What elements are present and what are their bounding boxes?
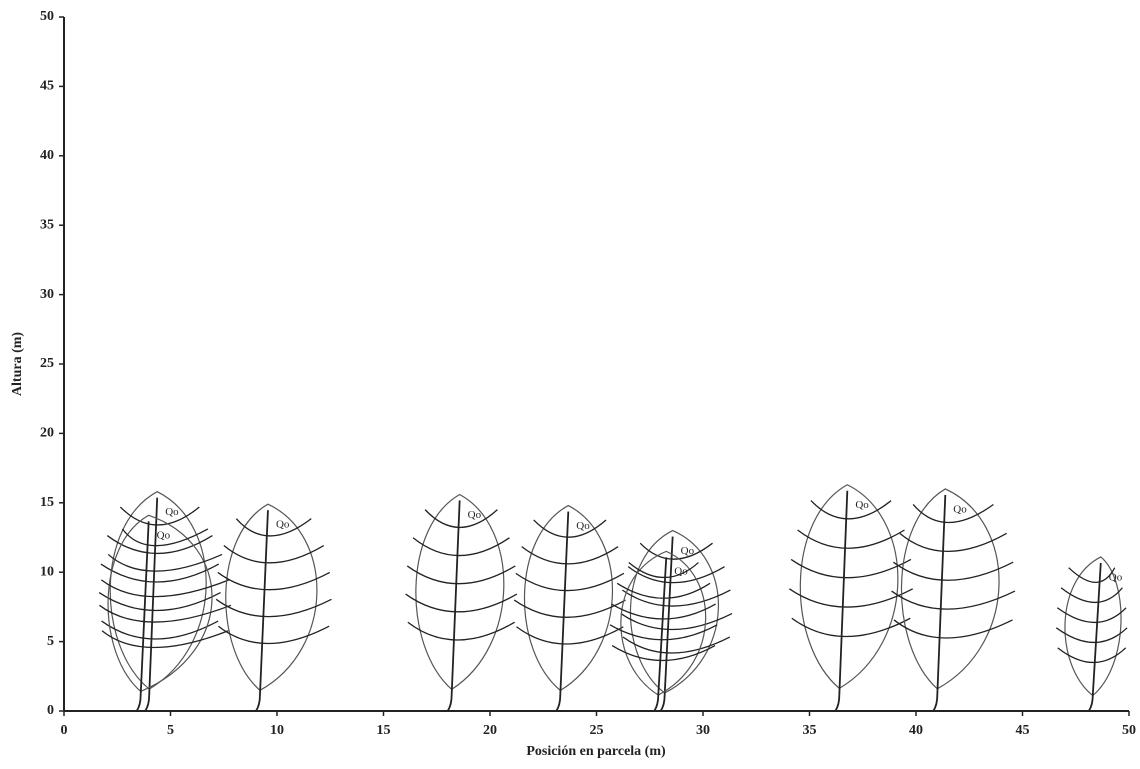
y-tick-label: 30 xyxy=(40,287,54,302)
branch xyxy=(425,510,497,528)
tree-trunk xyxy=(556,512,568,711)
y-tick-label: 15 xyxy=(40,495,54,510)
y-tick-label: 0 xyxy=(47,703,54,718)
tree-crown xyxy=(800,485,898,689)
branch xyxy=(792,618,910,636)
branch xyxy=(1056,628,1127,643)
branch xyxy=(610,625,717,640)
tree-trunk xyxy=(448,500,460,711)
tree-label: Qo xyxy=(276,519,290,531)
x-tick-label: 25 xyxy=(590,723,604,738)
tree-trunk xyxy=(256,510,268,711)
tree-trunk xyxy=(933,495,945,711)
branch xyxy=(811,501,891,519)
tree-label: Qo xyxy=(1109,571,1123,583)
y-tick-label: 50 xyxy=(40,9,54,24)
branch xyxy=(102,621,219,639)
y-tick-label: 40 xyxy=(40,148,54,163)
tree-label: Qo xyxy=(165,506,179,518)
y-tick-label: 20 xyxy=(40,426,54,441)
x-tick-label: 5 xyxy=(167,723,174,738)
branch xyxy=(893,562,1013,580)
tree-crown xyxy=(902,489,1000,689)
x-tick-label: 50 xyxy=(1122,723,1136,738)
tree-label: Qo xyxy=(855,499,869,511)
branch xyxy=(522,547,618,564)
branch xyxy=(101,580,229,597)
y-tick-label: 45 xyxy=(40,79,54,94)
tree-label: Qo xyxy=(681,545,695,557)
x-tick-label: 15 xyxy=(377,723,391,738)
branch xyxy=(99,593,220,611)
tree-label: Qo xyxy=(468,509,482,521)
branch xyxy=(789,589,912,607)
x-tick-label: 40 xyxy=(909,723,923,738)
tree-label: Qo xyxy=(576,520,590,532)
chart: Posición en parcela (m) Altura (m) 0 5 10 1… xyxy=(0,0,1140,764)
branch xyxy=(406,594,517,612)
x-tick-label: 20 xyxy=(483,723,497,738)
x-tick-label: 0 xyxy=(61,723,68,738)
tree-crown xyxy=(110,492,206,689)
y-tick-label: 10 xyxy=(40,564,54,579)
tree-crown xyxy=(524,506,612,691)
branch xyxy=(1058,648,1126,663)
branch xyxy=(629,563,699,578)
branch xyxy=(120,507,199,525)
tree-label: Qo xyxy=(953,503,967,515)
branch xyxy=(236,519,311,536)
y-tick-label: 25 xyxy=(40,356,54,371)
branch xyxy=(514,600,625,617)
tree-label: Qo xyxy=(674,566,688,578)
x-tick-label: 30 xyxy=(696,723,710,738)
tree-label: Qo xyxy=(157,530,171,542)
branch xyxy=(791,559,911,577)
y-axis-label: Altura (m) xyxy=(10,332,25,396)
tree-trunk xyxy=(145,498,157,711)
branch xyxy=(413,538,509,556)
tree-crown xyxy=(416,494,504,689)
branch xyxy=(218,572,330,589)
branch xyxy=(516,573,624,590)
branch xyxy=(218,626,329,643)
x-tick-label: 45 xyxy=(1016,723,1030,738)
x-tick-label: 10 xyxy=(270,723,284,738)
branch xyxy=(101,564,219,582)
x-axis-label: Posición en parcela (m) xyxy=(526,744,666,759)
branch xyxy=(798,530,905,548)
y-tick-label: 5 xyxy=(47,634,54,649)
branch xyxy=(1057,608,1126,623)
branch xyxy=(407,566,515,584)
branch xyxy=(534,520,606,537)
branch xyxy=(622,590,730,606)
branch xyxy=(894,620,1012,638)
y-tick-label: 35 xyxy=(40,217,54,232)
tree-crown xyxy=(226,504,317,690)
tree-trunk xyxy=(835,491,847,711)
x-tick-label: 35 xyxy=(803,723,817,738)
